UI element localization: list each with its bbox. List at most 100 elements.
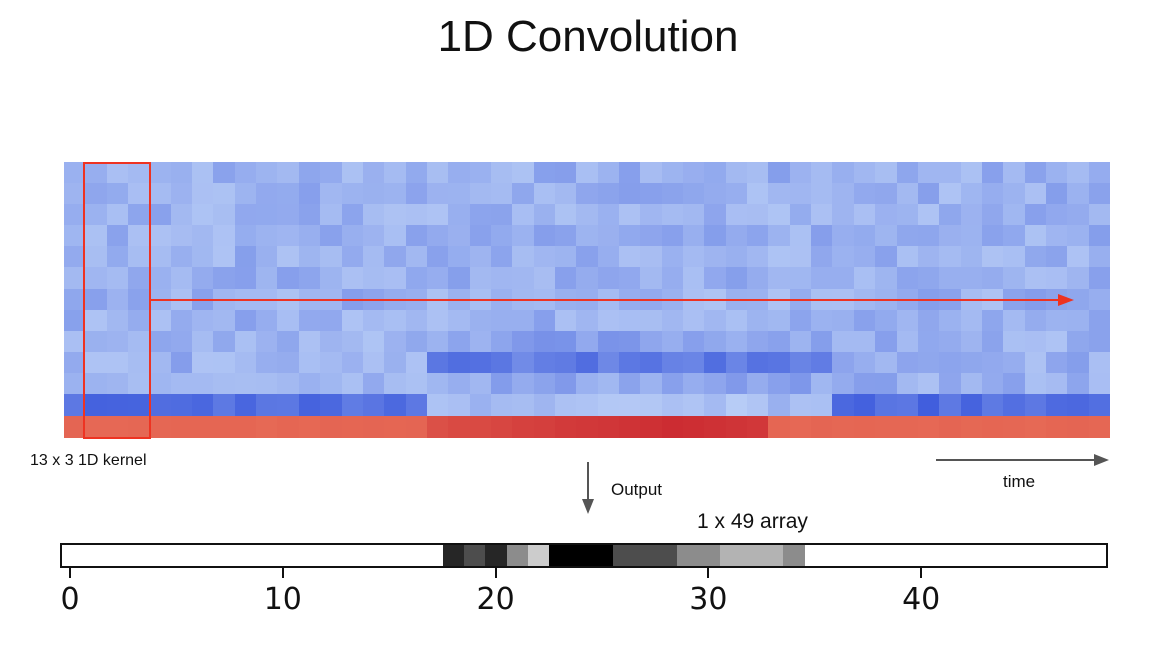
heatmap-cell: [85, 309, 108, 332]
heatmap-cell: [341, 183, 364, 205]
heatmap-cell: [1003, 162, 1026, 184]
heatmap-cell: [405, 394, 428, 417]
heatmap-cell: [811, 267, 834, 290]
heatmap-cell: [170, 162, 193, 184]
heatmap-cell: [1045, 351, 1068, 374]
heatmap-cell: [213, 162, 236, 184]
heatmap-cell: [384, 204, 407, 226]
heatmap-cell: [960, 330, 983, 353]
heatmap-cell: [811, 246, 834, 269]
heatmap-cell: [320, 267, 343, 290]
heatmap-cell: [661, 225, 684, 247]
heatmap-cell: [939, 394, 962, 417]
heatmap-cell: [1045, 394, 1068, 417]
output-label: Output: [611, 480, 663, 499]
heatmap-cell: [384, 183, 407, 205]
heatmap-cell: [661, 416, 684, 438]
heatmap-cell: [981, 416, 1004, 438]
heatmap-cell: [981, 225, 1004, 247]
heatmap-cell: [320, 162, 343, 184]
heatmap-cell: [405, 246, 428, 269]
heatmap-cell: [747, 204, 770, 226]
heatmap-cell: [789, 416, 812, 438]
heatmap-cell: [981, 330, 1004, 353]
heatmap-cell: [640, 309, 663, 332]
heatmap-cell: [533, 267, 556, 290]
heatmap-cell: [1003, 204, 1026, 226]
heatmap-cell: [960, 246, 983, 269]
heatmap-cell: [939, 246, 962, 269]
heatmap-cell: [320, 309, 343, 332]
heatmap-cell: [298, 267, 321, 290]
heatmap-cell: [426, 351, 449, 374]
heatmap-cell: [128, 204, 150, 226]
heatmap-cell: [576, 183, 599, 205]
heatmap-cell: [768, 309, 791, 332]
heatmap-cell: [640, 394, 663, 417]
heatmap-cell: [939, 162, 962, 184]
heatmap-cell: [981, 351, 1004, 374]
heatmap-cell: [192, 267, 215, 290]
heatmap-cell: [832, 267, 855, 290]
heatmap-cell: [490, 204, 513, 226]
heatmap-cell: [149, 225, 172, 247]
heatmap-cell: [192, 330, 215, 353]
heatmap-cell: [277, 394, 300, 417]
heatmap-cell: [320, 183, 343, 205]
heatmap-cell: [597, 246, 620, 269]
heatmap-cell: [939, 183, 962, 205]
heatmap-cell: [597, 183, 620, 205]
heatmap-cell: [384, 330, 407, 353]
heatmap-cell: [170, 416, 193, 438]
heatmap-cell: [811, 330, 834, 353]
heatmap-cell: [554, 246, 577, 269]
heatmap-cell: [1067, 372, 1090, 395]
heatmap-cell: [1003, 309, 1026, 332]
heatmap-cell: [661, 162, 684, 184]
heatmap-cell: [683, 225, 705, 247]
heatmap-cell: [341, 416, 364, 438]
heatmap-cell: [917, 162, 940, 184]
heatmap-cell: [661, 183, 684, 205]
heatmap-cell: [106, 288, 129, 311]
heatmap-cell: [554, 416, 577, 438]
heatmap-cell: [128, 416, 150, 438]
heatmap-cell: [725, 416, 748, 438]
heatmap-cell: [853, 351, 876, 374]
heatmap-cell: [128, 351, 150, 374]
heatmap-cell: [896, 394, 919, 417]
heatmap-cell: [853, 267, 876, 290]
heatmap-cell: [683, 330, 705, 353]
heatmap-cell: [811, 183, 834, 205]
heatmap-cell: [256, 183, 279, 205]
heatmap-cell: [149, 267, 172, 290]
heatmap-cell: [725, 330, 748, 353]
heatmap-cell: [853, 225, 876, 247]
heatmap-cell: [1003, 394, 1026, 417]
heatmap-cell: [469, 225, 492, 247]
heatmap-cell: [704, 330, 727, 353]
heatmap-cell: [960, 204, 983, 226]
heatmap-cell: [298, 372, 321, 395]
heatmap-cell: [490, 246, 513, 269]
heatmap-cell: [981, 246, 1004, 269]
heatmap-cell: [725, 394, 748, 417]
heatmap-cell: [747, 394, 770, 417]
heatmap-cell: [170, 204, 193, 226]
heatmap-cell: [896, 309, 919, 332]
heatmap-cell: [832, 225, 855, 247]
time-label: time: [1003, 472, 1036, 491]
heatmap-cell: [832, 330, 855, 353]
heatmap-cell: [298, 309, 321, 332]
heatmap-cell: [533, 351, 556, 374]
heatmap-cell: [576, 246, 599, 269]
heatmap-cell: [85, 162, 108, 184]
heatmap-cell: [192, 162, 215, 184]
heatmap-cell: [747, 246, 770, 269]
heatmap-cell: [64, 162, 86, 184]
heatmap-cell: [85, 267, 108, 290]
heatmap-cell: [234, 330, 257, 353]
heatmap-cell: [341, 351, 364, 374]
heatmap-cell: [576, 351, 599, 374]
heatmap-cell: [320, 204, 343, 226]
